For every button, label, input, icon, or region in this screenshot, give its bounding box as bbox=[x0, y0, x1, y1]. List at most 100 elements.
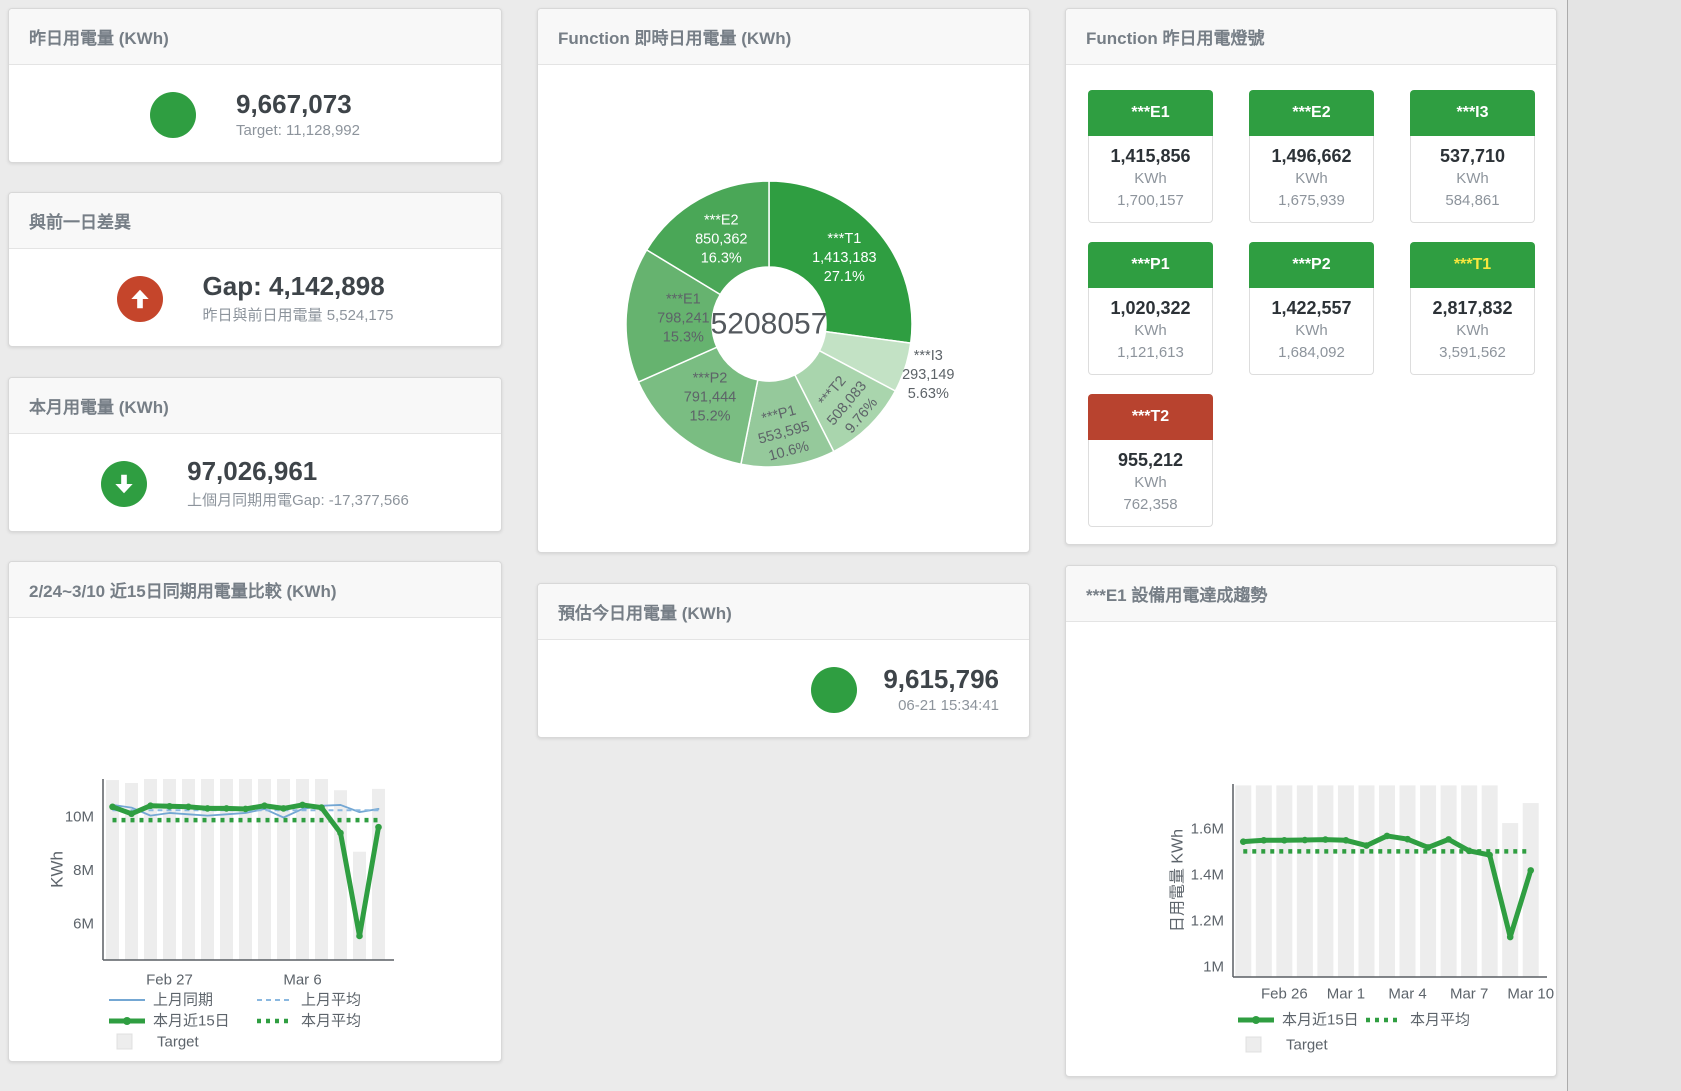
x-tick-label: Feb 26 bbox=[1261, 986, 1308, 1003]
legend-item[interactable]: 本月近15日 bbox=[109, 1013, 230, 1030]
green-status-circle-icon bbox=[150, 91, 196, 138]
legend-item[interactable]: Target bbox=[116, 1033, 200, 1051]
panel-e1-trend: ***E1 設備用電達成趨勢 1M 1.2M 1.4M 1.6M 日用電量 KWh Feb… bbox=[1065, 565, 1557, 1077]
device-tile-target: 762,358 bbox=[1123, 496, 1178, 513]
green-status-circle-icon bbox=[811, 666, 858, 713]
donut-slice-P2[interactable] bbox=[637, 346, 759, 466]
device-tile-body: 1,496,662 KWh 1,675,939 bbox=[1249, 136, 1374, 223]
panel-title: 昨日用電量 (KWh) bbox=[29, 29, 169, 48]
target-bar bbox=[1337, 785, 1354, 977]
device-tile-body: 955,212 KWh 762,358 bbox=[1088, 440, 1213, 527]
series-marker bbox=[1342, 836, 1350, 844]
target-bar bbox=[1481, 785, 1498, 977]
stat-text: 97,026,961 上個月同期用電Gap: -17,377,566 bbox=[187, 456, 409, 511]
donut-slice-label: ***P2 791,444 15.2% bbox=[684, 371, 736, 425]
legend-item[interactable]: Target bbox=[1245, 1036, 1329, 1054]
panel-header: Function 昨日用電燈號 bbox=[1066, 9, 1556, 65]
donut-slice-E2[interactable] bbox=[645, 180, 770, 296]
legend-swatch-marker bbox=[123, 1017, 131, 1025]
device-tile-value: 955,212 bbox=[1117, 450, 1184, 470]
stat-subtitle: 上個月同期用電Gap: -17,377,566 bbox=[187, 492, 409, 510]
svg-text:27.1%: 27.1% bbox=[824, 269, 865, 285]
series-marker bbox=[1404, 835, 1411, 843]
target-bar bbox=[1461, 785, 1478, 977]
device-tile-target: 584,861 bbox=[1445, 192, 1500, 209]
series-marker bbox=[1383, 832, 1391, 840]
device-tile-target: 1,684,092 bbox=[1278, 344, 1345, 361]
stat-text: 9,615,796 06-21 15:34:41 bbox=[883, 664, 999, 715]
device-tile-P2[interactable]: ***P2 1,422,557 KWh 1,684,092 bbox=[1249, 242, 1374, 375]
donut-slice-label: ***E1 798,241 15.3% bbox=[657, 292, 709, 346]
device-tile-body: 2,817,832 KWh 3,591,562 bbox=[1410, 288, 1535, 375]
device-tile-E1[interactable]: ***E1 1,415,856 KWh 1,700,157 bbox=[1088, 90, 1213, 223]
donut-slice-E1[interactable] bbox=[625, 248, 722, 384]
legend-item[interactable]: 上月平均 bbox=[257, 992, 361, 1009]
donut-slice-T1[interactable] bbox=[768, 180, 913, 344]
device-tile-name: ***T2 bbox=[1088, 394, 1213, 440]
legend-item[interactable]: 本月平均 bbox=[1366, 1012, 1470, 1029]
series-marker bbox=[185, 803, 192, 811]
series-marker bbox=[375, 823, 382, 831]
svg-text:1,413,183: 1,413,183 bbox=[812, 250, 877, 266]
target-bar bbox=[1317, 785, 1334, 977]
stat-body: 9,667,073 Target: 11,128,992 bbox=[9, 65, 501, 164]
device-tile-E2[interactable]: ***E2 1,496,662 KWh 1,675,939 bbox=[1249, 90, 1374, 223]
panel-estimate-today: 預估今日用電量 (KWh) 9,615,796 06-21 15:34:41 bbox=[537, 583, 1030, 738]
svg-text:850,362: 850,362 bbox=[695, 231, 747, 247]
panel-header: 昨日用電量 (KWh) bbox=[9, 9, 501, 65]
legend-label: 本月平均 bbox=[301, 1013, 361, 1030]
legend-swatch bbox=[116, 1033, 133, 1050]
series-marker bbox=[223, 805, 230, 812]
target-bar bbox=[1440, 785, 1457, 977]
svg-text:791,444: 791,444 bbox=[684, 390, 736, 406]
device-tile-value: 1,020,322 bbox=[1110, 298, 1191, 318]
series-marker bbox=[1363, 842, 1370, 849]
device-tile-body: 1,422,557 KWh 1,684,092 bbox=[1249, 288, 1374, 375]
y-axis-title: KWh bbox=[48, 851, 67, 888]
y-tick-label: 8M bbox=[73, 862, 94, 879]
series-marker bbox=[1301, 836, 1309, 844]
panel-yesterday-usage: 昨日用電量 (KWh) 9,667,073 Target: 11,128,992 bbox=[8, 8, 502, 163]
stat-body: 9,615,796 06-21 15:34:41 bbox=[538, 640, 1029, 739]
device-tile-value: 1,496,662 bbox=[1271, 146, 1352, 166]
device-tile-name: ***P2 bbox=[1249, 242, 1374, 288]
legend-item[interactable]: 本月平均 bbox=[257, 1013, 361, 1030]
device-tile-target: 1,700,157 bbox=[1117, 192, 1184, 209]
series-marker bbox=[261, 802, 268, 810]
legend-item[interactable]: 上月同期 bbox=[109, 992, 213, 1009]
device-tile-T1[interactable]: ***T1 2,817,832 KWh 3,591,562 bbox=[1410, 242, 1535, 375]
device-tile-unit: KWh bbox=[1295, 322, 1328, 339]
device-tile-P1[interactable]: ***P1 1,020,322 KWh 1,121,613 bbox=[1088, 242, 1213, 375]
svg-text:798,241: 798,241 bbox=[657, 311, 709, 327]
series-marker bbox=[1239, 838, 1247, 845]
target-bar bbox=[239, 779, 252, 960]
panel-title: 本月用電量 (KWh) bbox=[29, 398, 169, 417]
device-tile-name: ***E2 bbox=[1249, 90, 1374, 136]
series-marker bbox=[1281, 836, 1288, 844]
e1-trend-chart-area: 1M 1.2M 1.4M 1.6M 日用電量 KWh Feb 26 Mar 1 Mar 4 Ma… bbox=[1066, 622, 1556, 1083]
donut-slice-label: ***T1 1,413,183 27.1% bbox=[812, 231, 877, 285]
target-bar bbox=[1399, 785, 1416, 977]
device-tile-I3[interactable]: ***I3 537,710 KWh 584,861 bbox=[1410, 90, 1535, 223]
device-tile-body: 1,020,322 KWh 1,121,613 bbox=[1088, 288, 1213, 375]
x-tick-label: Mar 4 bbox=[1388, 986, 1426, 1003]
stat-value: Gap: 4,142,898 bbox=[202, 270, 385, 301]
target-bar bbox=[220, 779, 233, 960]
donut-slice-label: ***E2 850,362 16.3% bbox=[695, 212, 747, 266]
series-marker bbox=[166, 802, 173, 810]
series-line bbox=[111, 804, 380, 819]
legend-label: 本月近15日 bbox=[1282, 1012, 1359, 1029]
realtime-usage-donut-chart: ***T1 1,413,183 27.1% ***I3 293,149 5.63% ***T… bbox=[625, 180, 954, 468]
legend-swatch bbox=[1245, 1036, 1262, 1053]
series-marker bbox=[337, 829, 344, 837]
stat-text: 9,667,073 Target: 11,128,992 bbox=[236, 89, 360, 140]
device-tile-T2[interactable]: ***T2 955,212 KWh 762,358 bbox=[1088, 394, 1213, 527]
target-bar bbox=[372, 788, 385, 960]
device-tile-unit: KWh bbox=[1456, 170, 1489, 187]
svg-text:***T1: ***T1 bbox=[827, 231, 861, 247]
target-bar bbox=[1502, 823, 1519, 977]
panel-day-gap: 與前一日差異 Gap: 4,142,898 昨日與前日用電量 5,524,175 bbox=[8, 192, 502, 347]
legend-item[interactable]: 本月近15日 bbox=[1238, 1012, 1359, 1029]
